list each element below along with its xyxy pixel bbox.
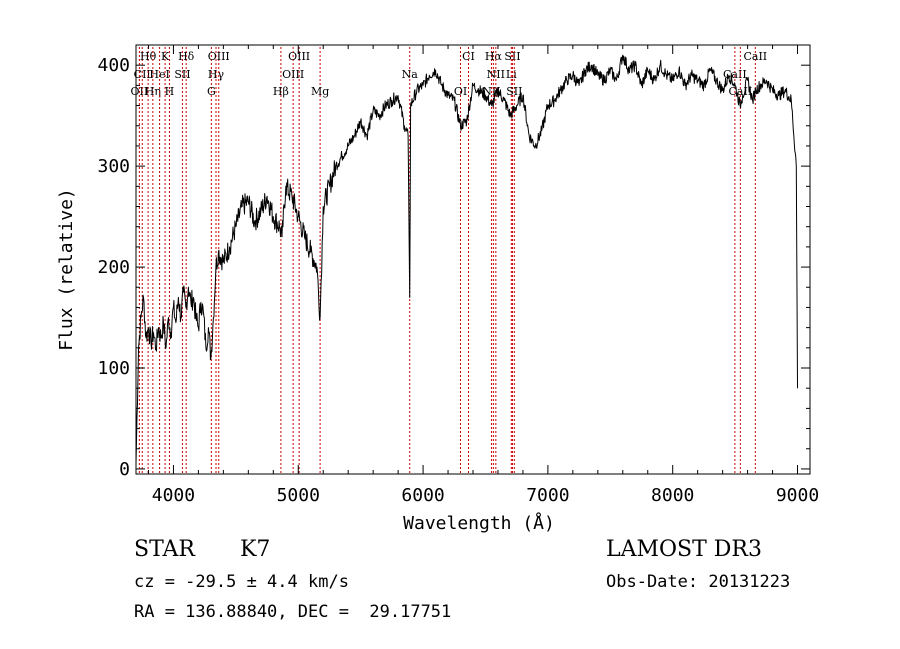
line-marker-label-18: CI — [462, 50, 475, 63]
x-axis-label: Wavelength (Å) — [403, 512, 555, 534]
y-tick-label-3: 300 — [97, 156, 130, 177]
line-marker-label-11: OIII — [208, 50, 230, 63]
line-marker-label-25: CaII — [723, 68, 747, 81]
line-marker-label-20: Hα — [485, 50, 503, 63]
line-marker-label-23: SII — [504, 50, 520, 63]
line-marker-label-5: K — [161, 50, 170, 63]
line-marker-label-10: Hγ — [208, 68, 225, 81]
top-mask — [0, 0, 900, 45]
survey-label: LAMOST DR3 — [606, 537, 762, 562]
line-marker-label-3: Hη — [145, 85, 161, 98]
line-marker-label-26: CaII — [729, 85, 753, 98]
line-marker-label-14: OIII — [288, 50, 310, 63]
line-marker-label-2: Hθ — [140, 50, 157, 63]
coordinates-text: RA = 136.88840, DEC = 29.17751 — [134, 602, 452, 622]
y-axis-label: Flux (relative) — [56, 188, 77, 351]
plot-frame — [135, 44, 811, 475]
y-tick-label-2: 200 — [97, 257, 130, 278]
line-marker-label-27: CaII — [743, 50, 767, 63]
line-marker-label-15: Mg — [311, 85, 329, 98]
line-marker-label-8: Hδ — [178, 50, 195, 63]
x-tick-label-1: 5000 — [277, 485, 320, 506]
line-marker-label-4: HeI — [149, 68, 169, 81]
spectrum-line-0 — [135, 54, 798, 464]
class-label: STAR — [134, 537, 195, 562]
x-tick-label-0: 4000 — [152, 485, 195, 506]
line-marker-label-7: SII — [174, 68, 190, 81]
line-marker-label-16: Na — [402, 68, 419, 81]
line-marker-label-1: CII — [134, 68, 151, 81]
x-tick-label-5: 9000 — [776, 485, 819, 506]
obs-date-text: Obs-Date: 20131223 — [606, 572, 791, 592]
line-marker-label-6: H — [165, 85, 175, 98]
line-marker-label-22: Li — [506, 68, 517, 81]
subclass-label: K7 — [240, 537, 271, 562]
x-tick-label-3: 7000 — [526, 485, 569, 506]
line-marker-label-21: NII — [487, 68, 505, 81]
x-tick-label-2: 6000 — [401, 485, 444, 506]
redshift-text: cz = -29.5 ± 4.4 km/s — [134, 572, 349, 592]
line-marker-label-13: OIII — [282, 68, 304, 81]
x-tick-label-4: 8000 — [651, 485, 694, 506]
y-tick-label-1: 100 — [97, 358, 130, 379]
y-tick-label-0: 0 — [119, 459, 130, 480]
line-marker-label-0: OII — [131, 85, 149, 98]
line-marker-label-24: SII — [506, 85, 522, 98]
line-marker-label-9: G — [207, 85, 216, 98]
line-marker-label-12: Hβ — [273, 85, 289, 98]
y-tick-label-4: 400 — [97, 55, 130, 76]
line-marker-label-17: OI — [454, 85, 467, 98]
